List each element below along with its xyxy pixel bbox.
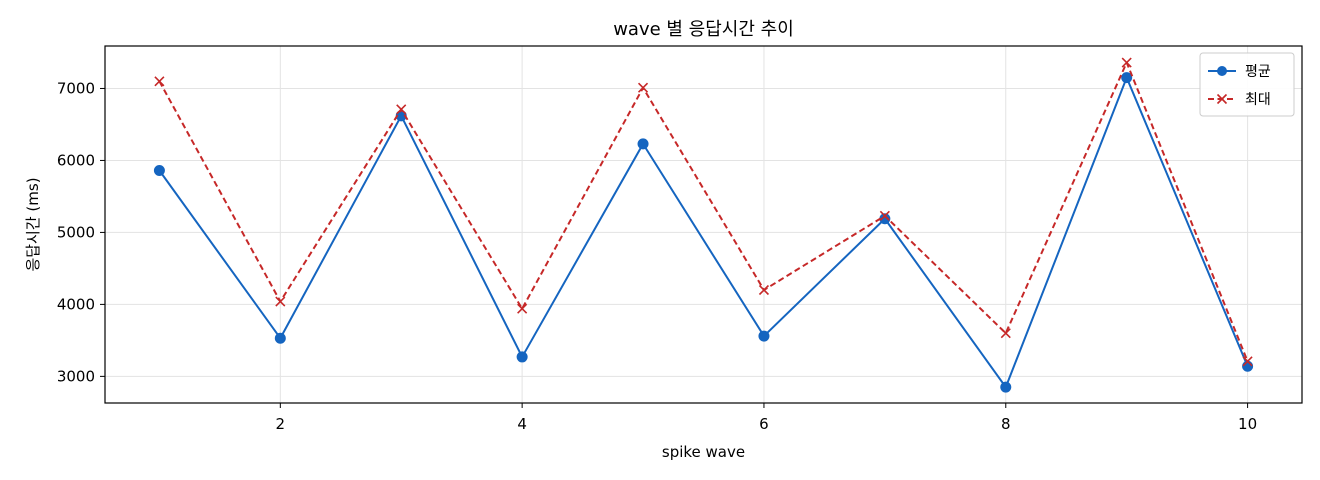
data-point [396, 104, 407, 115]
y-tick-label: 7000 [57, 79, 95, 97]
data-point [154, 76, 165, 87]
chart-title: wave 별 응답시간 추이 [613, 19, 794, 40]
data-point [637, 82, 649, 93]
data-point [1121, 57, 1132, 68]
legend-label: 최대 [1245, 92, 1271, 108]
data-point [758, 284, 770, 296]
y-tick-label: 3000 [57, 367, 95, 385]
data-point [879, 210, 890, 221]
data-point [637, 138, 649, 150]
series-2 [154, 57, 1253, 367]
legend-marker [1216, 93, 1228, 105]
data-point [516, 351, 528, 363]
legend-item: 평균 [1208, 64, 1271, 80]
legend-label: 평균 [1245, 64, 1271, 80]
y-axis: 3000 4000 5000 6000 7000 [57, 79, 105, 385]
series-layer [153, 57, 1254, 393]
data-point [275, 296, 286, 307]
x-axis: 2 4 6 8 10 [276, 403, 1257, 433]
y-tick-label: 4000 [57, 295, 95, 313]
data-point [1000, 381, 1012, 393]
x-tick-label: 2 [276, 415, 286, 433]
data-point [517, 303, 528, 314]
data-point [1000, 328, 1011, 339]
legend-marker [1217, 66, 1227, 76]
x-tick-label: 4 [517, 415, 527, 433]
grid-lines [105, 46, 1302, 403]
data-point [1121, 72, 1133, 84]
data-point [758, 330, 770, 342]
plot-frame [104, 45, 1303, 404]
y-tick-label: 6000 [57, 151, 95, 169]
data-point [274, 332, 286, 344]
series-line [158, 61, 1249, 362]
data-point [1242, 360, 1254, 372]
series-line [158, 76, 1249, 389]
data-point [153, 165, 165, 177]
x-axis-title: spike wave [662, 443, 745, 461]
y-tick-label: 5000 [57, 223, 95, 241]
y-axis-title: 응답시간 (ms) [24, 177, 42, 271]
x-tick-label: 6 [759, 415, 769, 433]
x-tick-label: 8 [1001, 415, 1011, 433]
data-point [1242, 356, 1253, 367]
x-tick-label: 10 [1238, 415, 1257, 433]
legend-item: 최대 [1208, 92, 1271, 108]
